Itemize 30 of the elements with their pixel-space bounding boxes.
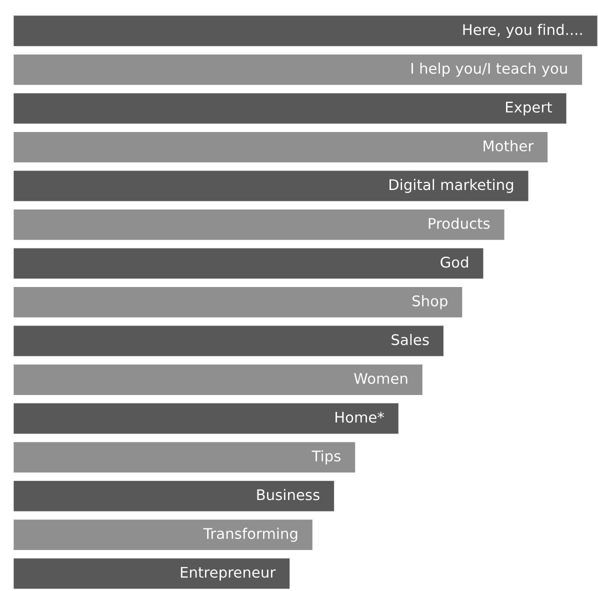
bar: [13, 286, 464, 319]
y-tick-label: Expert: [506, 102, 552, 116]
bar: [13, 402, 400, 436]
y-tick-label: Here, you find....: [463, 24, 582, 38]
y-tick-label: Sales: [392, 334, 429, 346]
bar: [13, 169, 530, 203]
bar: [13, 518, 314, 552]
bar: [13, 556, 291, 590]
bar: [13, 246, 485, 280]
bar: [13, 92, 568, 125]
bar: [13, 130, 549, 164]
y-tick-label: Business: [257, 488, 320, 500]
bar: [13, 208, 506, 242]
y-tick-label: Home*: [336, 412, 384, 423]
y-tick-label: God: [440, 256, 468, 268]
bar: [13, 479, 336, 513]
y-tick-label: Mother: [484, 140, 534, 152]
y-tick-label: Women: [354, 373, 408, 384]
y-tick-label: Digital marketing: [390, 178, 514, 193]
y-tick-label: Tips: [312, 450, 340, 464]
bar: [13, 440, 357, 474]
bar: [13, 14, 598, 48]
y-tick-label: I help you/I teach you: [412, 62, 567, 77]
bar: [13, 53, 584, 86]
bar: [13, 363, 424, 396]
y-tick-label: Products: [428, 218, 490, 229]
y-tick-label: Shop: [412, 295, 448, 310]
y-tick-label: Transforming: [203, 528, 298, 542]
y-tick-label: Entrepreneur: [180, 566, 276, 581]
bar: [13, 324, 445, 358]
